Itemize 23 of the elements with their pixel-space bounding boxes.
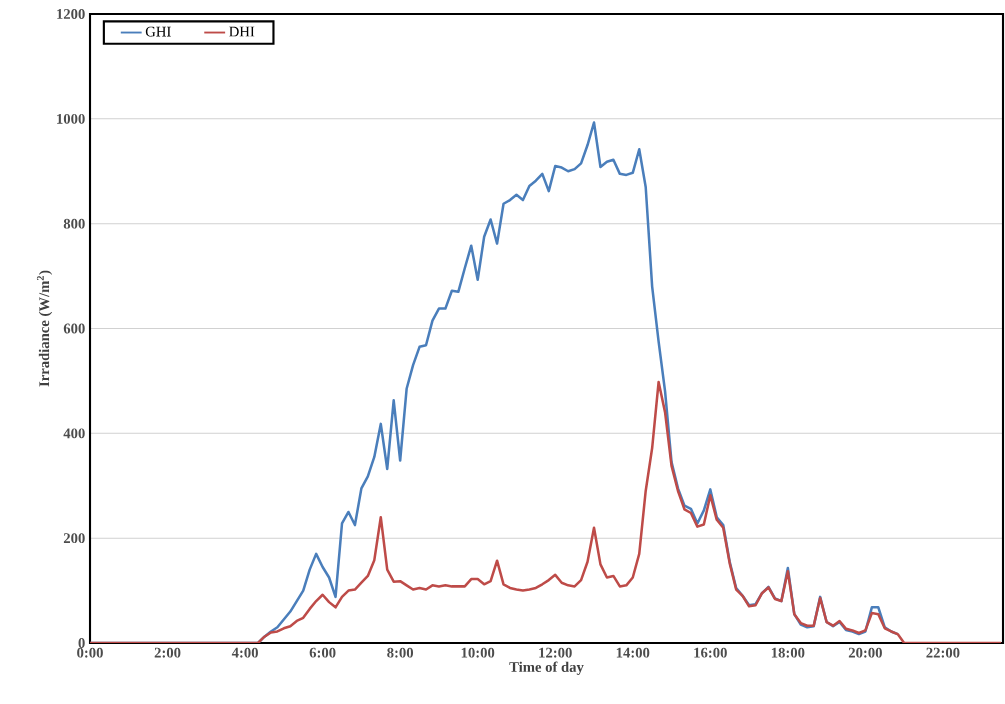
x-tick-label: 22:00 bbox=[926, 647, 960, 658]
x-axis-title: Time of day bbox=[509, 661, 584, 675]
y-tick-label: 200 bbox=[63, 533, 85, 544]
y-axis-title: Irradiance (W/m$^{2}$) bbox=[36, 270, 53, 387]
y-tick-label: 1000 bbox=[57, 113, 85, 124]
x-tick-label: 4:00 bbox=[231, 647, 258, 658]
x-tick-label: 16:00 bbox=[694, 647, 727, 658]
y-tick-label: 0 bbox=[78, 638, 85, 648]
x-tick-label: 10:00 bbox=[461, 647, 495, 658]
y-tick-label: 400 bbox=[63, 428, 85, 439]
y-tick-label: 1200 bbox=[57, 9, 85, 19]
x-tick-label: 20:00 bbox=[848, 647, 882, 658]
x-tick-label: 6:00 bbox=[309, 647, 336, 658]
x-tick-label: 2:00 bbox=[154, 647, 181, 658]
legend-label: GHI bbox=[145, 26, 171, 37]
x-tick-label: 8:00 bbox=[387, 647, 414, 658]
x-tick-label: 14:00 bbox=[616, 647, 650, 658]
y-tick-label: 800 bbox=[63, 218, 85, 229]
legend-label: DHI bbox=[229, 26, 255, 37]
x-tick-label: 12:00 bbox=[539, 647, 572, 658]
x-tick-label: 18:00 bbox=[771, 647, 805, 658]
x-tick-label: 0:00 bbox=[77, 647, 103, 658]
y-tick-label: 600 bbox=[63, 323, 85, 334]
